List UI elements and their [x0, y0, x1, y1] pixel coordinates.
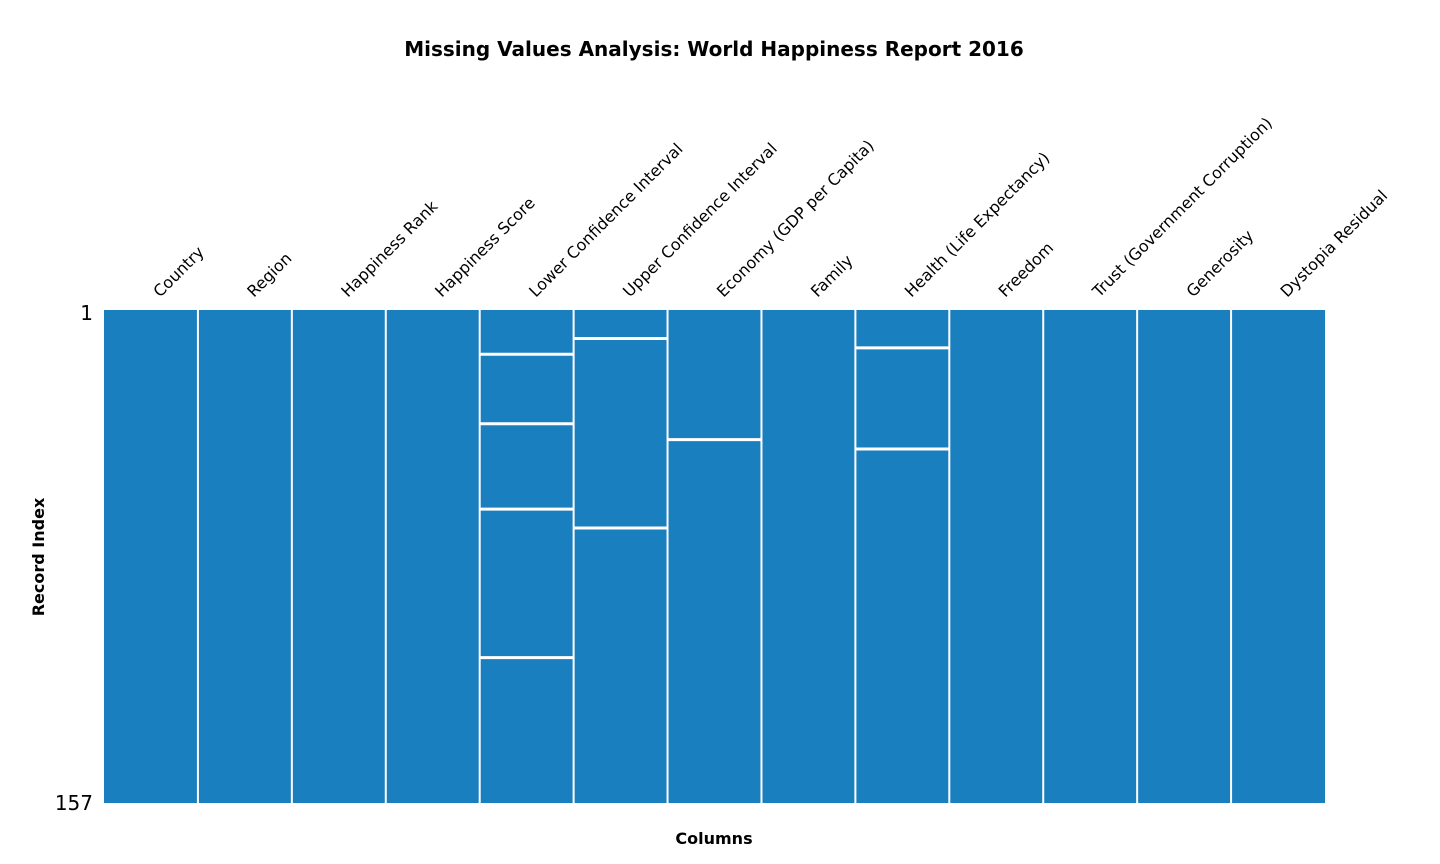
- column-label-8: Family: [807, 251, 857, 301]
- missing-matrix: [104, 310, 1325, 803]
- column-label-7: Economy (GDP per Capita): [713, 136, 878, 301]
- column-block-3: [291, 310, 386, 803]
- column-block-5: [479, 310, 574, 803]
- column-block-13: [1231, 310, 1325, 803]
- column-label-3: Happiness Rank: [337, 196, 442, 301]
- column-label-12: Generosity: [1183, 226, 1258, 301]
- column-block-10: [949, 310, 1044, 803]
- column-block-8: [761, 310, 856, 803]
- column-label-11: Trust (Government Corruption): [1088, 113, 1276, 301]
- row-tick-first: 1: [80, 301, 93, 325]
- column-block-1: [104, 310, 198, 803]
- column-label-5: Lower Confidence Interval: [525, 139, 686, 300]
- y-axis-label: Record Index: [29, 497, 48, 616]
- column-block-2: [197, 310, 292, 803]
- column-label-2: Region: [243, 249, 295, 301]
- column-label-1: Country: [149, 242, 207, 300]
- column-label-6: Upper Confidence Interval: [619, 139, 781, 301]
- column-label-10: Freedom: [995, 238, 1058, 301]
- row-tick-last: 157: [55, 791, 93, 815]
- column-block-6: [573, 310, 668, 803]
- column-label-13: Dystopia Residual: [1276, 186, 1391, 301]
- chart-title: Missing Values Analysis: World Happiness…: [404, 37, 1024, 61]
- column-block-9: [855, 310, 950, 803]
- column-block-12: [1137, 310, 1232, 803]
- x-axis-label: Columns: [675, 829, 752, 848]
- column-block-7: [667, 310, 762, 803]
- column-block-4: [385, 310, 480, 803]
- column-block-11: [1043, 310, 1138, 803]
- column-label-4: Happiness Score: [431, 193, 539, 301]
